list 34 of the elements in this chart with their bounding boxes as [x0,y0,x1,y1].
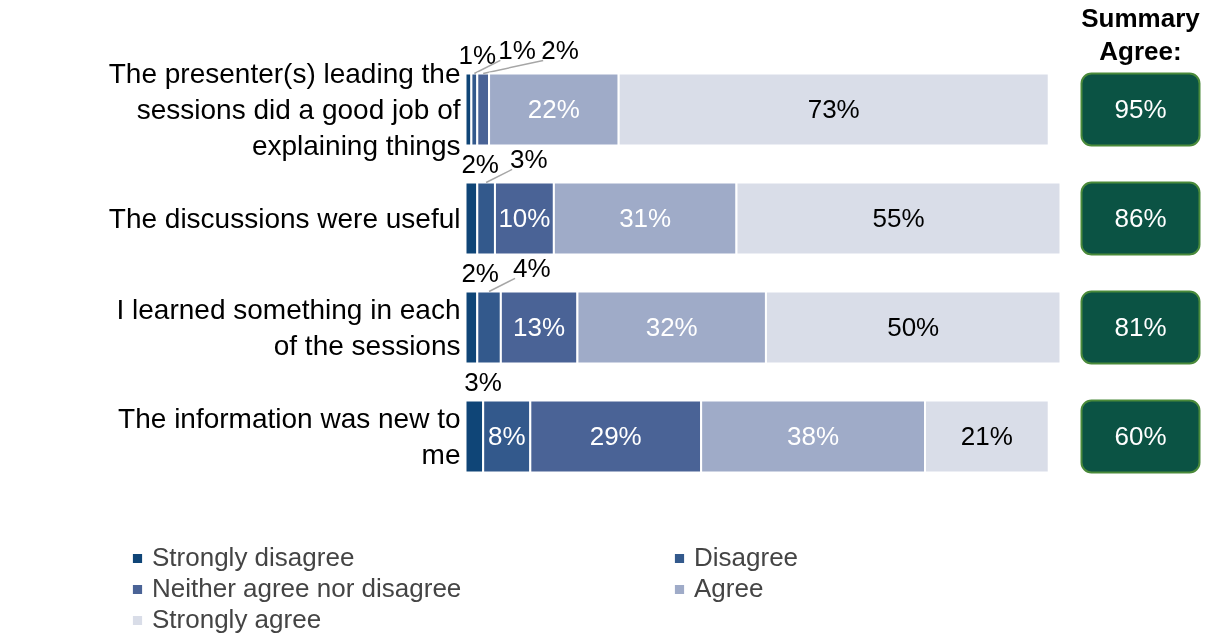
text: 60% [1114,421,1167,452]
data-label: 31% [619,203,672,234]
legend-label: Agree [694,573,765,604]
data-label: 13% [513,312,566,343]
data-label: 8% [487,421,526,452]
data-label: 2% [461,258,499,289]
data-label: 1% [498,34,536,65]
data-label: 32% [645,312,698,343]
y-tick-label: The discussions were useful [108,202,461,234]
data-label: 73% [807,94,860,125]
data-label: 38% [787,421,840,452]
data-label: 4% [513,252,551,283]
text: 95% [1114,94,1167,125]
data-label: 55% [872,203,925,234]
data-label: 2% [461,149,499,180]
text: Summary Agree: [1081,2,1201,66]
text: 81% [1114,312,1167,343]
data-label: 1% [458,40,497,71]
legend-label: Strongly disagree [152,542,356,573]
y-tick-label: I learned something in each of the sessions [116,294,461,361]
y-tick-label: The presenter(s) leading the sessions did a good job of explaining things [108,58,461,161]
legend-label: Neither agree nor disagree [152,573,463,604]
legend-label: Disagree [694,542,800,573]
data-label: 21% [960,421,1013,452]
text: 86% [1114,203,1167,234]
data-label: 29% [589,421,642,452]
data-label: 22% [527,94,580,125]
data-label: 10% [498,203,551,234]
data-label: 3% [464,367,502,398]
legend-label: Strongly agree [152,604,323,635]
data-label: 2% [541,34,579,65]
data-label: 3% [510,143,548,174]
y-tick-label: The information was new to me [118,403,461,470]
data-label: 50% [887,312,940,343]
